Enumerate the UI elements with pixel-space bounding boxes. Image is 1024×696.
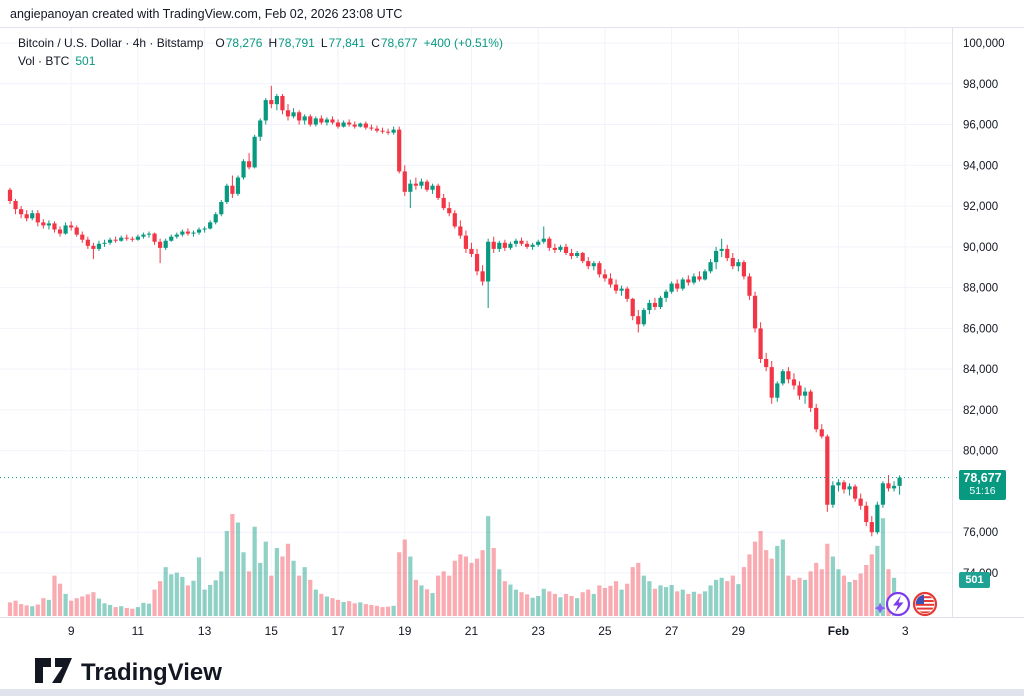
x-axis-label: 13 bbox=[198, 624, 212, 638]
sparkle-icon bbox=[874, 602, 886, 614]
volume-series bbox=[7, 514, 902, 616]
volume-axis-badge: 501 bbox=[959, 572, 990, 588]
y-axis-label: 100,000 bbox=[963, 38, 1005, 50]
open-value: 78,276 bbox=[225, 36, 263, 50]
tradingview-logo-text: TradingView bbox=[81, 659, 222, 686]
close-value: 78,677 bbox=[380, 36, 418, 50]
ohlc-open: O 78,276 bbox=[215, 36, 262, 50]
grid bbox=[0, 27, 952, 617]
x-axis-label: 17 bbox=[331, 624, 345, 638]
x-axis-label: 29 bbox=[732, 624, 746, 638]
open-label: O bbox=[215, 36, 225, 50]
bottom-strip bbox=[0, 689, 1024, 696]
tradingview-logo-mark bbox=[35, 658, 72, 683]
volume-row: Vol · BTC 501 bbox=[18, 53, 503, 69]
y-axis-label: 80,000 bbox=[963, 446, 998, 458]
y-axis-label: 88,000 bbox=[963, 283, 998, 295]
x-axis-label: 11 bbox=[132, 624, 145, 638]
ohlc-high: H 78,791 bbox=[268, 36, 314, 50]
y-axis-label: 84,000 bbox=[963, 364, 998, 376]
y-axis-label: 86,000 bbox=[963, 323, 998, 335]
last-price-badge: 78,677 51:16 bbox=[959, 470, 1006, 500]
x-axis-label: 23 bbox=[532, 624, 546, 638]
time-axis[interactable]: 9 11 13 15 17 19 21 23 25 27 29 Feb 3 bbox=[68, 624, 909, 638]
x-axis-label: 27 bbox=[665, 624, 679, 638]
high-label: H bbox=[268, 36, 278, 50]
close-label: C bbox=[371, 36, 380, 50]
low-label: L bbox=[320, 36, 328, 50]
last-price: 78,677 bbox=[963, 471, 1002, 486]
bar-countdown: 51:16 bbox=[969, 485, 996, 498]
ohlc-close: C 78,677 bbox=[371, 36, 417, 50]
candlestick-series bbox=[7, 85, 902, 537]
y-axis-label: 76,000 bbox=[963, 527, 998, 539]
attribution-text: angiepanoyan created with TradingView.co… bbox=[10, 7, 403, 21]
volume-label[interactable]: Vol · BTC bbox=[18, 54, 70, 68]
y-axis-label: 96,000 bbox=[963, 120, 998, 132]
y-axis-label: 94,000 bbox=[963, 160, 998, 172]
y-axis-label: 92,000 bbox=[963, 201, 998, 213]
x-axis-label: 19 bbox=[398, 624, 412, 638]
x-axis-label: 25 bbox=[598, 624, 612, 638]
ohlc-low: L 77,841 bbox=[321, 36, 365, 50]
lightning-event-icon[interactable] bbox=[885, 591, 911, 617]
x-axis-label: Feb bbox=[828, 624, 849, 638]
us-flag-event-icon[interactable] bbox=[912, 591, 938, 617]
y-axis-label: 90,000 bbox=[963, 242, 998, 254]
event-markers bbox=[874, 591, 938, 617]
symbol-title[interactable]: Bitcoin / U.S. Dollar · 4h · Bitstamp bbox=[18, 36, 204, 50]
change-value: +400 (+0.51%) bbox=[423, 36, 503, 50]
x-axis-label: 15 bbox=[265, 624, 279, 638]
x-axis-label: 21 bbox=[465, 624, 479, 638]
x-axis-label: 3 bbox=[902, 624, 909, 638]
x-axis-label: 9 bbox=[68, 624, 75, 638]
tradingview-logo[interactable]: TradingView bbox=[33, 652, 263, 690]
volume-value: 501 bbox=[75, 54, 96, 68]
y-axis-label: 82,000 bbox=[963, 405, 998, 417]
y-axis-label: 98,000 bbox=[963, 79, 998, 91]
high-value: 78,791 bbox=[278, 36, 315, 50]
low-value: 77,841 bbox=[328, 36, 366, 50]
